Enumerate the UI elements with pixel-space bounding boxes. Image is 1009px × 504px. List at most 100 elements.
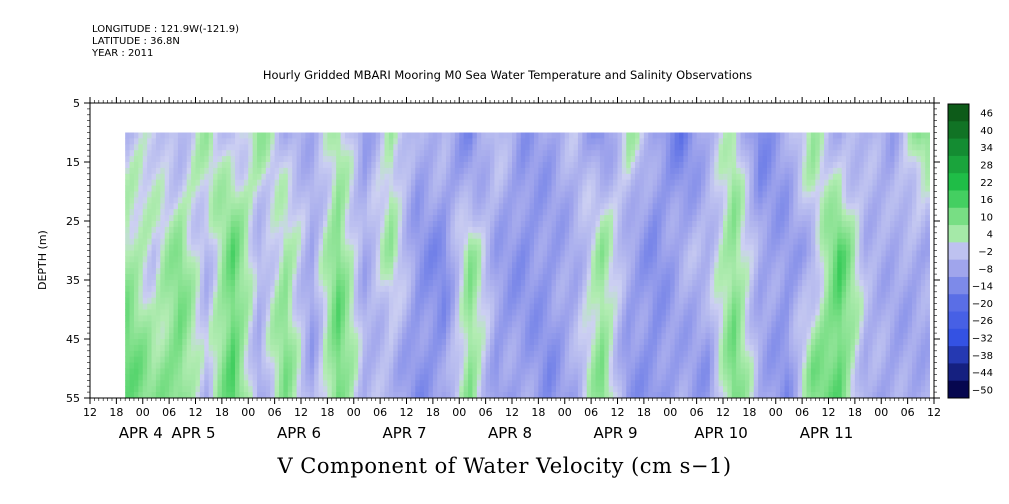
- heatmap-cell: [564, 197, 570, 204]
- heatmap-cell: [173, 356, 179, 363]
- heatmap-cell: [410, 138, 416, 145]
- heatmap-cell: [551, 162, 557, 169]
- heatmap-cell: [208, 250, 214, 257]
- heatmap-cell: [459, 327, 465, 334]
- latitude-text: LATITUDE : 36.8N: [92, 36, 180, 47]
- heatmap-cell: [301, 297, 306, 304]
- heatmap-cell: [257, 173, 262, 181]
- heatmap-cell: [503, 244, 509, 251]
- heatmap-cell: [155, 132, 161, 139]
- heatmap-cell: [595, 356, 601, 363]
- heatmap-cell: [336, 274, 341, 281]
- heatmap-cell: [424, 256, 429, 263]
- heatmap-cell: [388, 191, 394, 198]
- heatmap-cell: [410, 291, 416, 299]
- heatmap-cell: [410, 321, 416, 328]
- heatmap-cell: [309, 244, 315, 251]
- heatmap-cell: [186, 321, 192, 328]
- heatmap-cell: [314, 362, 319, 369]
- heatmap-cell: [208, 262, 214, 269]
- heatmap-cell: [257, 150, 262, 157]
- heatmap-cell: [560, 138, 566, 145]
- heatmap-cell: [494, 309, 500, 316]
- heatmap-cell: [305, 203, 311, 210]
- heatmap-cell: [349, 244, 355, 251]
- heatmap-cell: [507, 156, 513, 163]
- heatmap-cell: [459, 380, 465, 387]
- heatmap-cell: [169, 191, 174, 198]
- heatmap-cell: [591, 356, 596, 363]
- heatmap-cell: [239, 144, 245, 151]
- heatmap-cell: [204, 392, 210, 399]
- heatmap-cell: [292, 268, 298, 275]
- heatmap-cell: [428, 350, 434, 358]
- heatmap-cell: [450, 380, 456, 387]
- heatmap-cell: [230, 350, 236, 358]
- heatmap-cell: [432, 185, 438, 192]
- heatmap-cell: [336, 362, 341, 369]
- heatmap-cell: [340, 303, 346, 310]
- heatmap-cell: [397, 380, 403, 387]
- heatmap-cell: [204, 150, 210, 157]
- heatmap-cell: [551, 138, 557, 145]
- heatmap-cell: [270, 356, 276, 363]
- heatmap-cell: [133, 191, 139, 198]
- heatmap-cell: [270, 185, 276, 192]
- heatmap-cell: [292, 162, 298, 169]
- heatmap-cell: [213, 280, 218, 287]
- heatmap-cell: [283, 250, 289, 257]
- heatmap-cell: [221, 179, 227, 186]
- heatmap-cell: [195, 256, 201, 263]
- heatmap-cell: [331, 138, 337, 145]
- heatmap-cell: [402, 274, 407, 281]
- heatmap-cell: [283, 203, 289, 210]
- heatmap-cell: [582, 185, 588, 192]
- heatmap-cell: [164, 221, 170, 228]
- heatmap-cell: [261, 386, 267, 393]
- heatmap-cell: [177, 221, 183, 228]
- heatmap-cell: [336, 386, 341, 393]
- heatmap-cell: [358, 244, 363, 251]
- heatmap-cell: [503, 392, 509, 399]
- heatmap-cell: [388, 362, 394, 369]
- heatmap-cell: [362, 321, 368, 328]
- heatmap-cell: [235, 285, 240, 293]
- heatmap-cell: [213, 333, 218, 340]
- heatmap-cell: [498, 309, 504, 316]
- heatmap-cell: [138, 232, 144, 240]
- heatmap-cell: [586, 221, 592, 228]
- heatmap-cell: [358, 303, 363, 310]
- heatmap-cell: [371, 380, 377, 387]
- heatmap-cell: [177, 280, 183, 287]
- heatmap-cell: [226, 386, 232, 393]
- heatmap-cell: [485, 238, 491, 245]
- heatmap-cell: [415, 203, 421, 210]
- heatmap-cell: [454, 256, 460, 263]
- heatmap-cell: [191, 362, 196, 369]
- heatmap-cell: [503, 238, 509, 245]
- heatmap-cell: [604, 226, 610, 234]
- heatmap-cell: [516, 315, 522, 322]
- heatmap-cell: [503, 138, 509, 145]
- heatmap-cell: [388, 226, 394, 234]
- heatmap-cell: [542, 374, 548, 381]
- heatmap-cell: [424, 297, 429, 304]
- heatmap-cell: [314, 221, 319, 228]
- heatmap-cell: [340, 156, 346, 163]
- heatmap-cell: [261, 197, 267, 204]
- heatmap-cell: [529, 144, 535, 151]
- heatmap-cell: [507, 197, 513, 204]
- heatmap-cell: [564, 380, 570, 387]
- heatmap-cell: [533, 185, 539, 192]
- heatmap-cell: [138, 386, 144, 393]
- heatmap-cell: [296, 244, 302, 251]
- heatmap-cell: [476, 179, 482, 186]
- heatmap-cell: [547, 179, 552, 186]
- heatmap-cell: [529, 362, 535, 369]
- heatmap-cell: [525, 309, 530, 316]
- heatmap-cell: [147, 280, 152, 287]
- heatmap-cell: [393, 191, 399, 198]
- heatmap-cell: [437, 132, 443, 139]
- heatmap-cell: [402, 374, 407, 381]
- heatmap-cell: [155, 268, 161, 275]
